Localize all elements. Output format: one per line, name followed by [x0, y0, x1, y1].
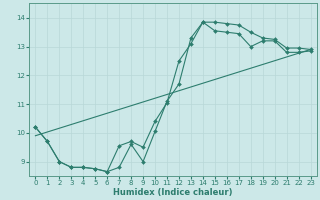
X-axis label: Humidex (Indice chaleur): Humidex (Indice chaleur): [113, 188, 233, 197]
